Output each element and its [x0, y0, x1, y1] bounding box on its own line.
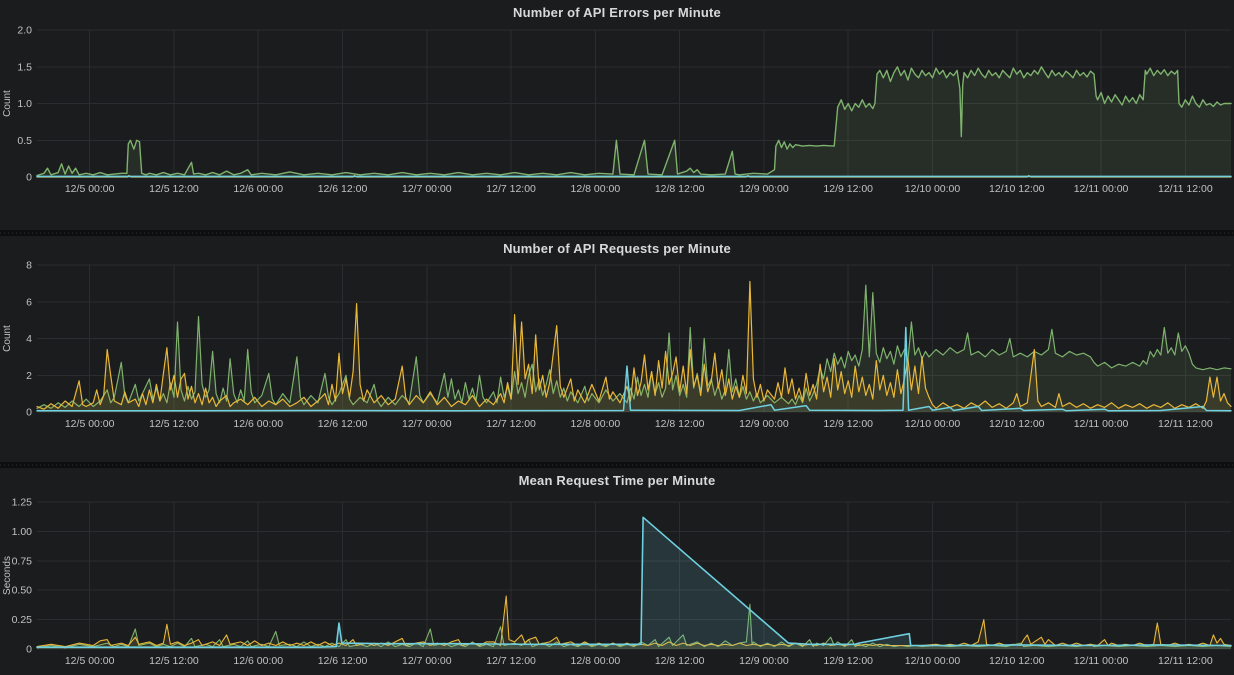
svg-text:12/11 12:00: 12/11 12:00 [1158, 655, 1213, 667]
svg-text:12/11 12:00: 12/11 12:00 [1158, 183, 1213, 195]
chart-svg[interactable]: 0 0.5 1.0 1.5 2.0 12/5 00:00 12/5 12:00 12/6 00… [0, 0, 1234, 230]
svg-text:0: 0 [26, 172, 32, 184]
svg-text:12/10 00:00: 12/10 00:00 [905, 655, 961, 667]
svg-text:12/11 12:00: 12/11 12:00 [1158, 418, 1213, 430]
svg-text:12/5 12:00: 12/5 12:00 [149, 655, 199, 667]
svg-text:4: 4 [26, 333, 32, 345]
svg-text:12/6 12:00: 12/6 12:00 [318, 183, 368, 195]
svg-text:12/6 00:00: 12/6 00:00 [233, 418, 283, 430]
chart-api-errors[interactable]: 0 0.5 1.0 1.5 2.0 12/5 00:00 12/5 12:00 12/6 00… [0, 0, 1234, 230]
svg-text:12/11 00:00: 12/11 00:00 [1074, 655, 1129, 667]
svg-text:12/9 00:00: 12/9 00:00 [739, 655, 789, 667]
svg-text:12/5 00:00: 12/5 00:00 [65, 183, 115, 195]
svg-text:12/9 12:00: 12/9 12:00 [823, 655, 873, 667]
svg-text:12/5 12:00: 12/5 12:00 [149, 183, 199, 195]
svg-text:1.0: 1.0 [17, 98, 32, 110]
svg-text:12/5 00:00: 12/5 00:00 [65, 418, 115, 430]
svg-text:12/5 12:00: 12/5 12:00 [149, 418, 199, 430]
y-axis-unit-label: Count [2, 325, 13, 352]
svg-text:0.25: 0.25 [12, 614, 33, 626]
svg-text:12/7 00:00: 12/7 00:00 [402, 655, 452, 667]
svg-text:12/8 12:00: 12/8 12:00 [655, 183, 705, 195]
svg-text:0.5: 0.5 [17, 135, 32, 147]
chart-svg[interactable]: 0 0.25 0.50 0.75 1.00 1.25 12/5 00:00 12/5 12:0… [0, 468, 1234, 675]
svg-text:12/6 12:00: 12/6 12:00 [318, 655, 368, 667]
svg-text:12/6 00:00: 12/6 00:00 [233, 183, 283, 195]
svg-text:12/7 12:00: 12/7 12:00 [486, 655, 536, 667]
svg-text:8: 8 [26, 260, 32, 272]
svg-text:12/8 00:00: 12/8 00:00 [571, 183, 621, 195]
chart-api-requests[interactable]: 0 2 4 6 8 12/5 00:00 12/5 12:00 12/6 00:00 12/6 … [0, 236, 1234, 462]
svg-text:1.5: 1.5 [17, 61, 32, 73]
svg-text:12/7 00:00: 12/7 00:00 [402, 183, 452, 195]
svg-text:2.0: 2.0 [17, 25, 32, 37]
svg-text:12/8 00:00: 12/8 00:00 [571, 655, 621, 667]
svg-text:12/7 12:00: 12/7 12:00 [486, 183, 536, 195]
svg-text:12/8 12:00: 12/8 12:00 [655, 655, 705, 667]
svg-text:12/9 00:00: 12/9 00:00 [739, 418, 789, 430]
panel-mean-request-time: Mean Request Time per Minute 0 0.25 0.50 0.… [0, 468, 1234, 675]
panel-title-mean-request-time[interactable]: Mean Request Time per Minute [518, 473, 716, 488]
svg-text:12/10 00:00: 12/10 00:00 [905, 418, 961, 430]
svg-text:0: 0 [26, 407, 32, 419]
svg-text:1.25: 1.25 [12, 497, 33, 509]
panel-separator [0, 230, 1234, 236]
panel-title-api-requests[interactable]: Number of API Requests per Minute [503, 241, 731, 256]
svg-text:12/9 00:00: 12/9 00:00 [739, 183, 789, 195]
chart-svg[interactable]: 0 2 4 6 8 12/5 00:00 12/5 12:00 12/6 00:00 12/6 … [0, 236, 1234, 462]
svg-text:12/5 00:00: 12/5 00:00 [65, 655, 115, 667]
svg-text:12/7 12:00: 12/7 12:00 [486, 418, 536, 430]
svg-text:12/10 12:00: 12/10 12:00 [989, 418, 1045, 430]
svg-text:12/11 00:00: 12/11 00:00 [1074, 183, 1129, 195]
svg-text:12/9 12:00: 12/9 12:00 [823, 418, 873, 430]
svg-text:12/11 00:00: 12/11 00:00 [1074, 418, 1129, 430]
y-axis-unit-label: Count [2, 90, 13, 117]
svg-text:6: 6 [26, 296, 32, 308]
svg-text:12/7 00:00: 12/7 00:00 [402, 418, 452, 430]
svg-text:12/6 12:00: 12/6 12:00 [318, 418, 368, 430]
panel-title-api-errors[interactable]: Number of API Errors per Minute [513, 5, 721, 20]
svg-text:12/10 00:00: 12/10 00:00 [905, 183, 961, 195]
svg-text:0.75: 0.75 [12, 555, 33, 567]
svg-text:2: 2 [26, 370, 32, 382]
svg-text:0.50: 0.50 [12, 585, 33, 597]
svg-text:12/10 12:00: 12/10 12:00 [989, 183, 1045, 195]
svg-text:0: 0 [26, 644, 32, 656]
y-axis-unit-label: Seconds [2, 556, 13, 595]
svg-text:12/10 12:00: 12/10 12:00 [989, 655, 1045, 667]
svg-text:12/8 00:00: 12/8 00:00 [571, 418, 621, 430]
panel-api-errors: Number of API Errors per Minute 0 0.5 1.0 1… [0, 0, 1234, 230]
panel-separator [0, 462, 1234, 468]
svg-text:12/9 12:00: 12/9 12:00 [823, 183, 873, 195]
svg-text:12/8 12:00: 12/8 12:00 [655, 418, 705, 430]
svg-text:1.00: 1.00 [12, 526, 33, 538]
panel-api-requests: Number of API Requests per Minute 0 2 4 6 8 1… [0, 236, 1234, 462]
svg-text:12/6 00:00: 12/6 00:00 [233, 655, 283, 667]
chart-mean-request-time[interactable]: 0 0.25 0.50 0.75 1.00 1.25 12/5 00:00 12/5 12:0… [0, 468, 1234, 675]
